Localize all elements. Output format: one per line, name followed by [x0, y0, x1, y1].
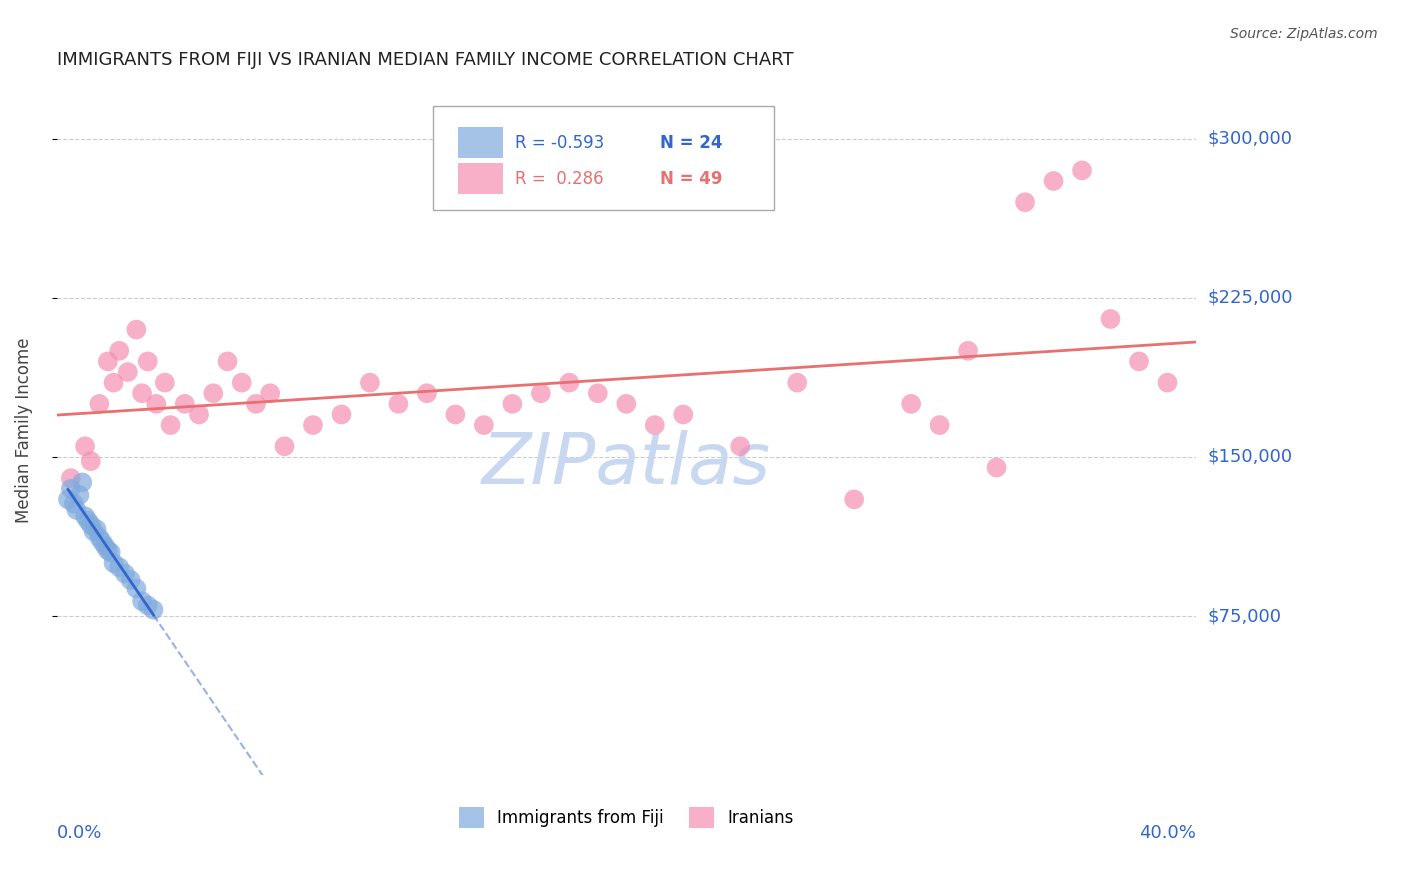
Text: $150,000: $150,000 [1208, 448, 1292, 466]
Iranians [900, 397, 922, 411]
Immigrants from Fiji [108, 560, 131, 574]
Iranians [80, 454, 103, 468]
Immigrants from Fiji [89, 531, 111, 545]
Iranians [136, 354, 159, 368]
FancyBboxPatch shape [433, 106, 775, 210]
Iranians [1042, 174, 1064, 188]
Immigrants from Fiji [83, 524, 105, 538]
Immigrants from Fiji [65, 503, 87, 517]
Immigrants from Fiji [94, 539, 117, 553]
Immigrants from Fiji [136, 599, 159, 613]
Iranians [359, 376, 381, 390]
Immigrants from Fiji [56, 492, 79, 507]
Iranians [145, 397, 167, 411]
Iranians [387, 397, 409, 411]
Iranians [1071, 163, 1094, 178]
Text: Source: ZipAtlas.com: Source: ZipAtlas.com [1230, 27, 1378, 41]
Iranians [173, 397, 195, 411]
Immigrants from Fiji [59, 482, 82, 496]
Iranians [302, 418, 325, 433]
Immigrants from Fiji [125, 582, 148, 596]
Immigrants from Fiji [86, 522, 108, 536]
FancyBboxPatch shape [458, 127, 503, 158]
Immigrants from Fiji [80, 517, 103, 532]
Iranians [217, 354, 239, 368]
Text: R =  0.286: R = 0.286 [515, 170, 603, 188]
Iranians [614, 397, 637, 411]
Immigrants from Fiji [131, 594, 153, 608]
Iranians [586, 386, 609, 401]
Iranians [188, 408, 211, 422]
Iranians [125, 322, 148, 336]
Iranians [89, 397, 111, 411]
Iranians [786, 376, 808, 390]
Iranians [844, 492, 866, 507]
Iranians [530, 386, 553, 401]
Text: 40.0%: 40.0% [1139, 823, 1197, 841]
Text: 0.0%: 0.0% [56, 823, 103, 841]
Text: IMMIGRANTS FROM FIJI VS IRANIAN MEDIAN FAMILY INCOME CORRELATION CHART: IMMIGRANTS FROM FIJI VS IRANIAN MEDIAN F… [56, 51, 793, 69]
Iranians [1099, 312, 1122, 326]
Immigrants from Fiji [91, 534, 114, 549]
Iranians [103, 376, 125, 390]
Iranians [672, 408, 695, 422]
Y-axis label: Median Family Income: Median Family Income [15, 338, 32, 523]
Immigrants from Fiji [142, 603, 165, 617]
Text: N = 24: N = 24 [661, 134, 723, 152]
Text: R = -0.593: R = -0.593 [515, 134, 605, 152]
Immigrants from Fiji [103, 556, 125, 570]
Iranians [108, 343, 131, 358]
Iranians [1128, 354, 1150, 368]
Iranians [330, 408, 353, 422]
Immigrants from Fiji [62, 497, 84, 511]
Immigrants from Fiji [114, 566, 136, 581]
Text: ZIPatlas: ZIPatlas [482, 430, 770, 500]
Iranians [245, 397, 267, 411]
Immigrants from Fiji [97, 543, 120, 558]
Iranians [644, 418, 666, 433]
Iranians [75, 439, 97, 453]
Iranians [131, 386, 153, 401]
Iranians [444, 408, 467, 422]
Iranians [501, 397, 523, 411]
FancyBboxPatch shape [458, 163, 503, 194]
Iranians [59, 471, 82, 485]
Iranians [416, 386, 439, 401]
Iranians [1156, 376, 1178, 390]
Iranians [97, 354, 120, 368]
Iranians [1014, 195, 1036, 210]
Iranians [159, 418, 181, 433]
Text: N = 49: N = 49 [661, 170, 723, 188]
Iranians [153, 376, 176, 390]
Iranians [273, 439, 295, 453]
Iranians [202, 386, 225, 401]
Text: $300,000: $300,000 [1208, 129, 1292, 147]
Iranians [259, 386, 281, 401]
Immigrants from Fiji [67, 488, 90, 502]
Iranians [117, 365, 139, 379]
Iranians [472, 418, 495, 433]
Iranians [928, 418, 950, 433]
Immigrants from Fiji [70, 475, 93, 490]
Text: $225,000: $225,000 [1208, 289, 1292, 307]
Iranians [231, 376, 253, 390]
Iranians [728, 439, 751, 453]
Iranians [986, 460, 1008, 475]
Immigrants from Fiji [75, 509, 97, 524]
Iranians [558, 376, 581, 390]
Immigrants from Fiji [100, 545, 122, 559]
Text: $75,000: $75,000 [1208, 607, 1281, 625]
Legend: Immigrants from Fiji, Iranians: Immigrants from Fiji, Iranians [451, 799, 801, 836]
Immigrants from Fiji [77, 514, 100, 528]
Immigrants from Fiji [120, 573, 142, 587]
Iranians [957, 343, 980, 358]
